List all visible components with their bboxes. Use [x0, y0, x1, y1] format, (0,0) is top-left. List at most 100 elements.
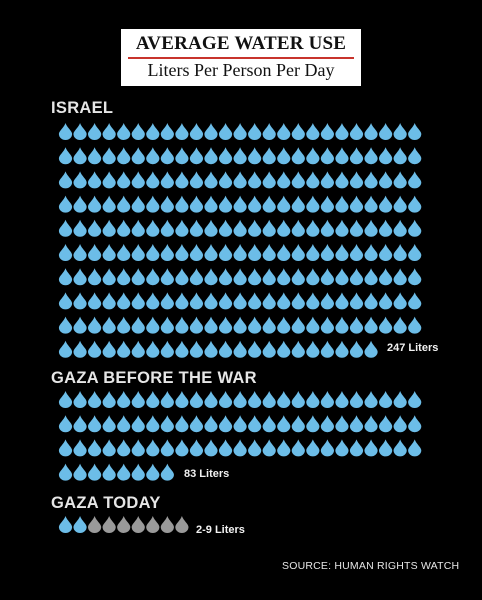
- drop-israel: [102, 268, 116, 286]
- drop-gaza-before: [408, 415, 422, 433]
- drop-israel: [393, 147, 407, 165]
- drop-gaza-before: [102, 463, 116, 481]
- drop-israel: [364, 123, 378, 140]
- drop-israel: [364, 195, 378, 213]
- drop-israel: [379, 123, 393, 141]
- drop-israel: [73, 292, 87, 310]
- drop-gaza-before: [408, 439, 422, 457]
- drop-israel: [393, 219, 407, 237]
- drop-israel: [131, 171, 145, 189]
- drop-israel: [335, 340, 349, 358]
- drop-gaza-before: [58, 415, 73, 433]
- drop-israel: [146, 268, 160, 286]
- drop-israel: [335, 147, 349, 165]
- drop-gaza-before: [364, 391, 378, 408]
- drop-gaza-before: [248, 415, 262, 433]
- drop-gaza-before: [291, 415, 305, 433]
- drop-gaza-today-range: [102, 516, 116, 533]
- drop-gaza-before: [379, 391, 393, 409]
- drop-israel: [102, 292, 116, 310]
- drop-gaza-today: [73, 516, 87, 533]
- drop-israel: [233, 219, 247, 237]
- drop-israel: [160, 195, 174, 213]
- drop-gaza-before: [233, 391, 247, 408]
- drop-israel: [88, 292, 102, 310]
- drop-gaza-before: [189, 415, 204, 433]
- drop-gaza-before: [88, 415, 102, 433]
- drop-gaza-before: [146, 391, 160, 408]
- drop-israel: [189, 147, 204, 165]
- drop-israel: [117, 316, 131, 334]
- drop-israel: [175, 171, 189, 189]
- drop-israel: [393, 244, 407, 261]
- drop-israel: [102, 244, 116, 261]
- drop-israel: [117, 340, 131, 358]
- drop-israel: [189, 292, 204, 310]
- drop-israel: [379, 268, 393, 286]
- drop-israel: [160, 316, 174, 334]
- drop-gaza-before: [73, 391, 87, 408]
- drop-israel: [349, 171, 364, 189]
- drop-israel: [233, 292, 247, 310]
- drop-israel: [393, 292, 407, 310]
- drop-gaza-before: [306, 439, 320, 457]
- drop-israel: [262, 292, 276, 310]
- drop-israel: [364, 244, 378, 261]
- drop-gaza-before: [175, 439, 189, 457]
- drop-israel: [218, 147, 233, 165]
- drop-israel: [175, 340, 189, 358]
- drop-israel: [320, 268, 334, 286]
- drop-gaza-before: [131, 463, 145, 481]
- drop-israel: [58, 292, 73, 310]
- drop-israel: [349, 316, 364, 334]
- drop-gaza-before: [218, 415, 233, 433]
- drop-israel: [189, 195, 204, 213]
- drop-israel: [131, 195, 145, 213]
- drop-gaza-before: [160, 415, 174, 433]
- drop-israel: [335, 171, 349, 189]
- drop-israel: [349, 340, 364, 358]
- drop-gaza-before: [349, 415, 364, 433]
- drop-israel: [364, 292, 378, 310]
- drop-israel: [291, 123, 305, 140]
- drop-gaza-before: [335, 415, 349, 433]
- drop-gaza-before: [117, 439, 131, 457]
- drop-israel: [335, 219, 349, 237]
- drop-israel: [58, 147, 73, 165]
- drop-israel: [189, 316, 204, 334]
- drop-gaza-before: [131, 391, 145, 409]
- drop-israel: [146, 147, 160, 165]
- drop-israel: [335, 316, 349, 334]
- drop-israel: [262, 316, 276, 334]
- drop-israel: [379, 316, 393, 334]
- drop-gaza-today-range: [146, 516, 160, 533]
- drop-gaza-before: [306, 415, 320, 433]
- drop-gaza-before: [277, 415, 291, 433]
- drop-gaza-before: [218, 439, 233, 457]
- drop-israel: [146, 244, 160, 261]
- drop-israel: [393, 316, 407, 334]
- drop-israel: [218, 268, 233, 286]
- drop-gaza-before: [204, 439, 218, 457]
- drop-gaza-before: [117, 463, 131, 481]
- drop-israel: [189, 171, 204, 189]
- drop-israel: [349, 268, 364, 286]
- drop-israel: [408, 219, 422, 237]
- drop-israel: [175, 195, 189, 213]
- drop-israel: [88, 195, 102, 213]
- drop-israel: [320, 292, 334, 310]
- drop-israel: [88, 244, 102, 261]
- drop-israel: [73, 268, 87, 286]
- drop-gaza-before: [88, 439, 102, 457]
- drop-israel: [306, 340, 320, 358]
- drop-israel: [277, 268, 291, 286]
- drop-israel: [117, 147, 131, 165]
- drop-israel: [379, 171, 393, 189]
- drop-israel: [58, 244, 73, 261]
- drop-israel: [218, 340, 233, 358]
- drop-israel: [291, 195, 305, 213]
- drop-israel: [160, 340, 174, 358]
- drop-israel: [291, 219, 305, 237]
- drop-israel: [393, 123, 407, 141]
- drop-israel: [320, 147, 334, 165]
